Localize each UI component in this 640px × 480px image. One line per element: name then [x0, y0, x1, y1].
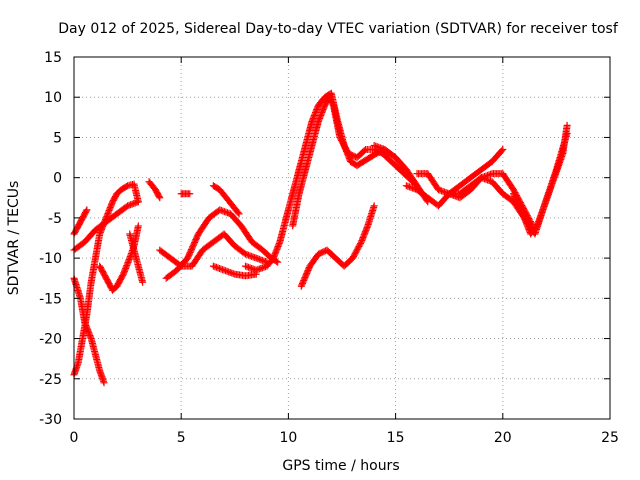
y-tick-label: -10 [39, 251, 62, 267]
y-tick-label: -15 [39, 291, 62, 307]
x-axis-label: GPS time / hours [282, 458, 399, 474]
data-points [70, 89, 571, 387]
y-tick-label: 10 [44, 90, 62, 106]
x-tick-label: 10 [279, 430, 297, 446]
y-tick-label: -30 [39, 412, 62, 428]
y-tick-label: -5 [48, 211, 62, 227]
data-point [82, 207, 90, 215]
series-track-4 [70, 198, 142, 254]
data-point [499, 146, 507, 154]
series-track-9 [162, 206, 282, 282]
data-point [155, 192, 163, 200]
series-track-11 [209, 262, 260, 280]
x-tick-label: 15 [387, 430, 405, 446]
y-tick-label: -20 [39, 332, 62, 348]
data-point [186, 190, 194, 198]
data-point [498, 147, 506, 155]
series-track-12 [177, 190, 194, 198]
data-point [134, 222, 142, 230]
data-point [139, 278, 147, 286]
data-point [234, 209, 242, 217]
axis-ticks: 0 5 10 15 20 25 15 10 5 0 -5 -10 -15 -20 -25 -30 [39, 50, 619, 446]
series-track-15 [297, 202, 378, 290]
series-track-6 [126, 230, 147, 286]
series-track-3 [70, 206, 91, 238]
data-point [100, 379, 108, 387]
data-point [134, 198, 142, 206]
data-point [83, 206, 91, 214]
series-track-2 [70, 180, 142, 379]
data-point [235, 210, 243, 218]
x-tick-label: 20 [494, 430, 512, 446]
series-track-10 [209, 182, 243, 218]
data-point [360, 147, 368, 155]
chart-title: Day 012 of 2025, Sidereal Day-to-day VTE… [58, 21, 619, 37]
series-track-18 [413, 129, 571, 238]
x-tick-label: 0 [70, 430, 79, 446]
series-track-17 [402, 146, 507, 210]
y-axis-label: SDTVAR / TECUs [6, 181, 22, 296]
data-point [370, 202, 378, 210]
series-track-7 [145, 178, 164, 202]
x-tick-label: 5 [177, 430, 186, 446]
grid [74, 57, 610, 419]
series-track-16 [370, 141, 432, 206]
series-track-20 [510, 121, 571, 238]
series-track-1 [70, 274, 108, 387]
data-point [274, 258, 282, 266]
y-tick-label: 15 [44, 50, 62, 66]
x-tick-label: 25 [601, 430, 619, 446]
data-point [563, 121, 571, 129]
series-track-13 [242, 89, 389, 274]
data-point [156, 194, 164, 202]
plot-frame [73, 56, 611, 420]
y-tick-label: 5 [53, 130, 62, 146]
series-track-14 [289, 93, 421, 230]
y-tick-label: -25 [39, 372, 62, 388]
y-tick-label: 0 [53, 171, 62, 187]
